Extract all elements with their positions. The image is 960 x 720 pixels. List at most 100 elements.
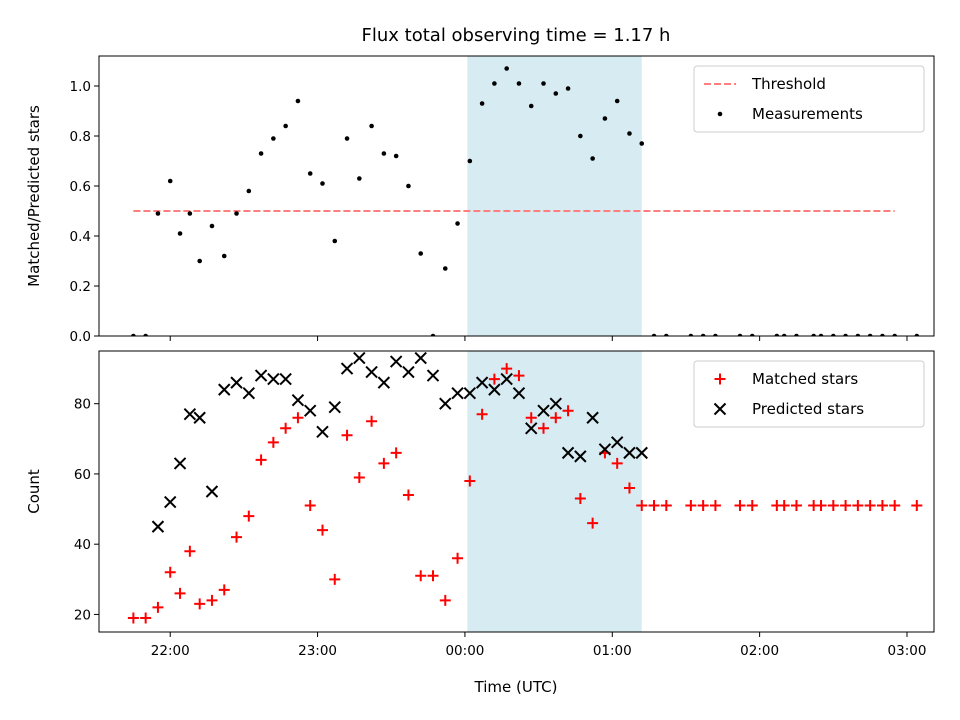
data-point: [660, 500, 672, 512]
y-tick-label: 20: [74, 607, 91, 623]
data-point: [283, 123, 288, 129]
data-point: [365, 365, 378, 379]
data-point: [561, 446, 575, 460]
data-point: [218, 584, 230, 596]
data-point: [516, 81, 522, 86]
x-tick-label: 23:00: [298, 643, 337, 659]
data-point: [610, 436, 624, 449]
y-tick-label: 1.0: [70, 79, 91, 95]
data-point: [602, 116, 608, 121]
data-point: [295, 98, 301, 104]
y-tick-label: 0.4: [70, 229, 91, 245]
y-tick-label: 0.0: [70, 329, 91, 345]
data-point: [152, 601, 164, 613]
data-point: [402, 489, 414, 501]
data-point: [155, 211, 161, 216]
data-point: [864, 500, 876, 512]
shaded-interval: [467, 56, 642, 336]
data-point: [230, 376, 243, 389]
data-point: [586, 411, 599, 424]
data-point: [131, 333, 136, 336]
legend-label: Predicted stars: [752, 400, 864, 418]
series-measurements: [131, 66, 920, 336]
data-point: [574, 493, 586, 505]
data-point: [623, 446, 636, 460]
data-point: [614, 98, 620, 104]
data-point: [414, 351, 427, 365]
data-point: [366, 415, 378, 427]
data-point: [513, 370, 525, 382]
shaded-interval: [467, 351, 642, 632]
data-point: [876, 500, 888, 512]
data-point: [746, 500, 758, 512]
data-point: [651, 333, 657, 336]
data-point: [562, 405, 574, 417]
data-point: [688, 333, 694, 336]
x-tick-label: 22:00: [151, 643, 190, 659]
data-point: [184, 545, 196, 557]
data-point: [151, 520, 165, 533]
legend-box: [693, 65, 925, 133]
data-point: [525, 422, 538, 435]
data-point: [406, 183, 411, 189]
data-point: [500, 372, 513, 386]
data-point: [811, 333, 816, 336]
plot-area: [131, 66, 920, 336]
data-point: [430, 333, 436, 336]
data-point: [234, 211, 239, 216]
series-matched-stars: [127, 363, 923, 624]
y-tick-label: 80: [74, 397, 91, 413]
x-axis-label: Time (UTC): [474, 678, 558, 696]
data-point: [218, 383, 231, 396]
data-point: [291, 393, 305, 407]
data-point: [303, 404, 317, 417]
data-point: [843, 333, 848, 336]
data-point: [488, 383, 501, 396]
data-point: [246, 188, 252, 194]
data-point: [439, 397, 452, 410]
data-point: [206, 594, 218, 606]
data-point: [194, 598, 206, 610]
data-point: [709, 500, 721, 512]
data-point: [781, 333, 787, 336]
data-point: [623, 482, 635, 494]
data-point: [476, 408, 488, 420]
data-point: [749, 333, 755, 336]
data-point: [475, 376, 489, 389]
data-point: [164, 495, 177, 509]
legend-swatch: [713, 402, 727, 416]
x-tick-label: 00:00: [445, 643, 484, 659]
data-point: [635, 446, 648, 460]
data-point: [504, 66, 509, 71]
legend-label: Matched stars: [752, 370, 858, 388]
y-tick-label: 0.8: [70, 129, 91, 145]
data-point: [818, 333, 824, 336]
data-point: [164, 566, 176, 578]
data-point: [713, 333, 718, 336]
data-point: [892, 333, 898, 336]
data-point: [512, 386, 526, 400]
data-point: [911, 500, 923, 512]
data-point: [389, 355, 403, 368]
data-point: [501, 363, 513, 375]
data-point: [242, 386, 256, 400]
x-tick-label: 02:00: [740, 643, 779, 659]
data-point: [488, 373, 500, 385]
plot-area: [127, 351, 923, 624]
data-point: [790, 500, 802, 512]
data-point: [316, 524, 328, 536]
data-point: [381, 151, 387, 156]
data-point: [279, 372, 292, 386]
data-point: [553, 91, 559, 96]
data-point: [639, 141, 645, 146]
data-point: [697, 500, 709, 512]
data-point: [664, 333, 669, 336]
data-point: [549, 397, 563, 410]
data-point: [451, 386, 464, 400]
data-point: [598, 443, 612, 456]
data-point: [463, 386, 477, 400]
data-point: [700, 333, 706, 336]
data-point: [880, 333, 885, 336]
data-point: [587, 517, 599, 529]
